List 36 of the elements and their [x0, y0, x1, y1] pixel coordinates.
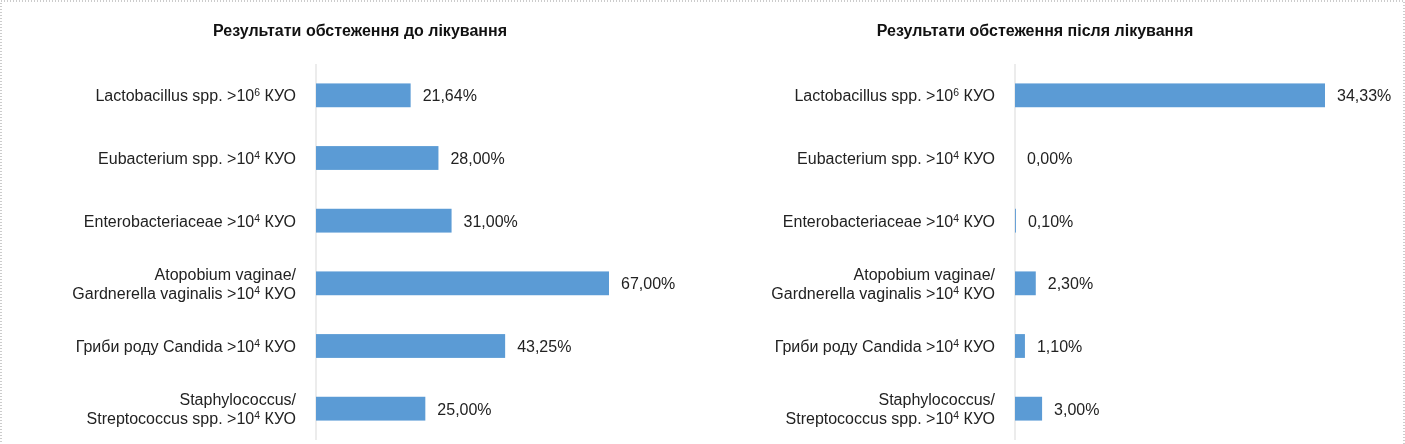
data-label: 67,00%: [621, 275, 676, 293]
y-tick-label: Atopobium vaginae/ Gardnerella vaginalis >10$^{4}$ КУО: [72, 265, 297, 302]
bar: [316, 334, 506, 358]
bar: [1015, 271, 1036, 296]
y-tick-label: Enterobacteriaceae >10$^{4}$ КУО: [782, 212, 995, 230]
bar: [1015, 83, 1325, 108]
data-label: 25,00%: [437, 400, 492, 418]
bar: [316, 271, 609, 296]
y-tick-label: Lactobacillus spp. >10$^{6}$ КУО: [794, 86, 995, 105]
bar: [316, 396, 426, 421]
data-label: 43,25%: [517, 338, 572, 355]
y-tick-label: Гриби роду Candida >10$^{4}$ КУО: [774, 337, 995, 355]
bar: [316, 146, 439, 170]
data-label: 3,00%: [1054, 400, 1100, 418]
data-label: 28,00%: [450, 150, 505, 167]
bar: [316, 208, 452, 233]
y-tick-label: Eubacterium spp. >10$^{4}$ КУО: [797, 149, 995, 167]
y-tick-label: Staphylococcus/ Streptococcus spp. >10$^{4}$ КУО: [86, 391, 297, 428]
data-label: 2,30%: [1047, 275, 1094, 293]
data-label: 34,33%: [1337, 87, 1392, 105]
data-label: 1,10%: [1036, 338, 1083, 355]
data-label: 0,00%: [1027, 150, 1073, 167]
y-tick-label: Гриби роду Candida >10$^{4}$ КУО: [75, 337, 296, 355]
data-label: 31,00%: [463, 212, 518, 230]
bar: [316, 83, 411, 108]
y-tick-label: Staphylococcus/ Streptococcus spp. >10$^{4}$ КУО: [785, 391, 996, 428]
bar: [1015, 334, 1025, 358]
y-tick-label: Atopobium vaginae/ Gardnerella vaginalis >10$^{4}$ КУО: [771, 265, 996, 302]
bar: [1015, 396, 1043, 421]
data-label: 21,64%: [422, 87, 477, 105]
y-tick-label: Enterobacteriaceae >10$^{4}$ КУО: [83, 212, 296, 230]
y-tick-label: Lactobacillus spp. >10$^{6}$ КУО: [95, 86, 296, 105]
chart-title: Результати обстеження після лікування: [876, 22, 1194, 39]
y-tick-label: Eubacterium spp. >10$^{4}$ КУО: [98, 149, 296, 167]
data-label: 0,10%: [1027, 212, 1074, 230]
chart-title: Результати обстеження до лікування: [213, 22, 507, 39]
